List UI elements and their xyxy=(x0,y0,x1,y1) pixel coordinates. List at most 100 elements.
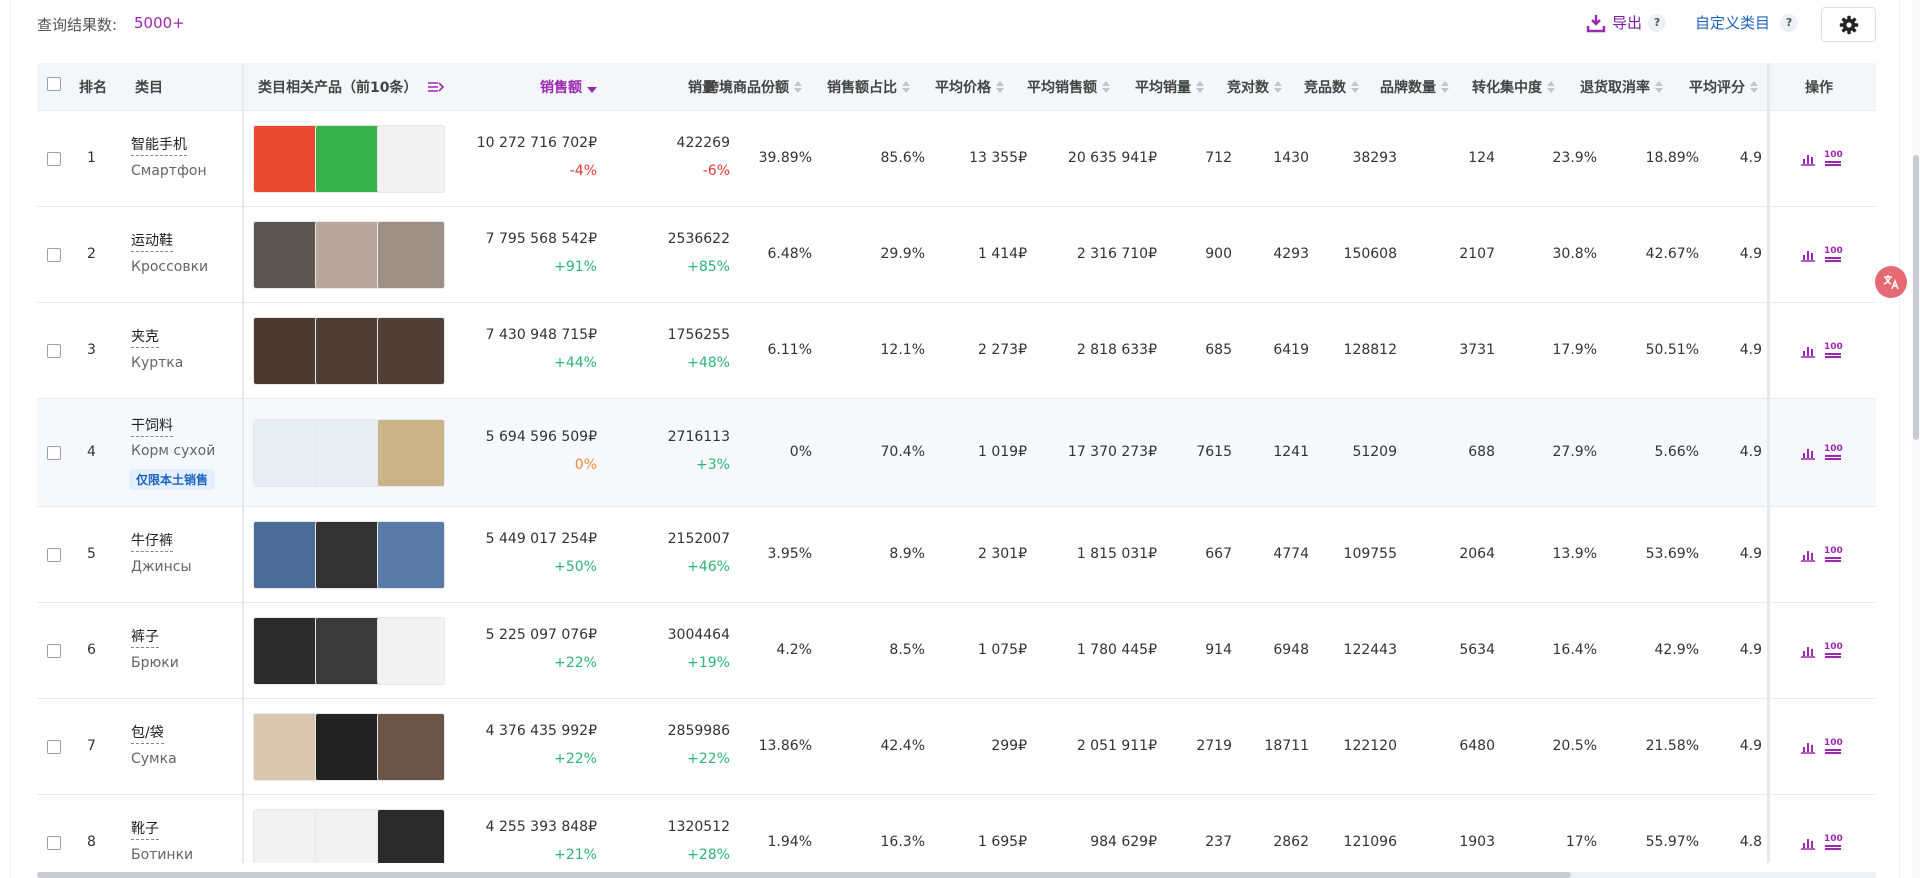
table-row[interactable]: 4 干饲料 Корм сухой 仅限本土销售 5 694 596 509₽ 0% 2716… xyxy=(37,399,1876,507)
bar-chart-icon[interactable] xyxy=(1800,644,1816,658)
top-100-icon[interactable]: 100 xyxy=(1824,445,1843,460)
header-sales-share[interactable]: 销售额占比 xyxy=(827,63,910,111)
product-thumbnail[interactable] xyxy=(377,125,445,193)
return-cancel-rate: 21.58% xyxy=(1645,738,1699,754)
top-100-icon[interactable]: 100 xyxy=(1824,547,1843,562)
sales-share: 12.1% xyxy=(880,342,925,358)
bar-chart-icon[interactable] xyxy=(1800,836,1816,850)
sort-icon xyxy=(1274,81,1282,93)
product-thumbnail[interactable] xyxy=(315,617,383,685)
product-thumbnail[interactable] xyxy=(253,521,321,589)
horizontal-scrollbar[interactable] xyxy=(37,872,1876,878)
bar-chart-icon[interactable] xyxy=(1800,548,1816,562)
header-conversion-concentration[interactable]: 转化集中度 xyxy=(1472,63,1555,111)
category-name-cn[interactable]: 智能手机 xyxy=(131,134,187,156)
product-thumbnail[interactable] xyxy=(315,809,383,863)
row-checkbox[interactable] xyxy=(47,836,61,850)
product-thumbnail[interactable] xyxy=(315,221,383,289)
bar-chart-icon[interactable] xyxy=(1800,152,1816,166)
header-conversion-concentration-label: 转化集中度 xyxy=(1472,80,1542,96)
table-row[interactable]: 5 牛仔裤 Джинсы 5 449 017 254₽ +50% 2152007 +46% 3… xyxy=(37,507,1876,603)
table-row[interactable]: 6 裤子 Брюки 5 225 097 076₽ +22% 3004464 +19% 4.2… xyxy=(37,603,1876,699)
select-all-checkbox[interactable] xyxy=(47,77,61,91)
table-row[interactable]: 1 智能手机 Смартфон 10 272 716 702₽ -4% 422269 -6%… xyxy=(37,111,1876,207)
row-checkbox[interactable] xyxy=(47,548,61,562)
header-sales-amount[interactable]: 销售额 xyxy=(527,63,597,111)
row-checkbox[interactable] xyxy=(47,644,61,658)
category-name-cn[interactable]: 运动鞋 xyxy=(131,230,173,252)
category-name-ru: Смартфон xyxy=(131,163,207,179)
product-thumbnail[interactable] xyxy=(253,713,321,781)
header-avg-sales-amount[interactable]: 平均销售额 xyxy=(1027,63,1110,111)
header-competitor-count[interactable]: 竞对数 xyxy=(1227,63,1282,111)
header-avg-rating[interactable]: 平均评分 xyxy=(1689,63,1758,111)
export-button[interactable]: 导出 ? xyxy=(1586,12,1667,33)
header-avg-sales-qty[interactable]: 平均销量 xyxy=(1135,63,1204,111)
product-thumbnail[interactable] xyxy=(253,419,321,487)
top-100-icon[interactable]: 100 xyxy=(1824,343,1843,358)
category-name-cn[interactable]: 干饲料 xyxy=(131,415,173,437)
header-cross-border-share[interactable]: 跨境商品份额 xyxy=(705,63,802,111)
bar-chart-icon[interactable] xyxy=(1800,446,1816,460)
bar-chart-icon[interactable] xyxy=(1800,248,1816,262)
custom-category-label: 自定义类目 xyxy=(1695,14,1771,32)
header-return-cancel-rate[interactable]: 退货取消率 xyxy=(1580,63,1663,111)
product-thumbnail[interactable] xyxy=(253,221,321,289)
settings-button[interactable] xyxy=(1821,7,1876,42)
product-thumbnail[interactable] xyxy=(253,317,321,385)
product-thumbnail[interactable] xyxy=(377,221,445,289)
bar-chart-icon[interactable] xyxy=(1800,344,1816,358)
collapse-columns-icon[interactable] xyxy=(427,80,445,94)
translate-button[interactable] xyxy=(1875,266,1907,298)
category-name-cn[interactable]: 夹克 xyxy=(131,326,159,348)
product-thumbnail[interactable] xyxy=(377,521,445,589)
table-row[interactable]: 3 夹克 Куртка 7 430 948 715₽ +44% 1756255 +48% 6.… xyxy=(37,303,1876,399)
header-sales-qty[interactable]: 销量 xyxy=(625,63,729,111)
top-100-icon[interactable]: 100 xyxy=(1824,247,1843,262)
category-name-cn[interactable]: 靴子 xyxy=(131,818,159,840)
custom-help-icon[interactable]: ? xyxy=(1780,13,1799,32)
product-thumbnail[interactable] xyxy=(377,809,445,863)
sales-share: 70.4% xyxy=(880,444,925,460)
competitor-count: 1241 xyxy=(1273,444,1309,460)
product-thumbnail[interactable] xyxy=(315,419,383,487)
table-row[interactable]: 8 靴子 Ботинки 4 255 393 848₽ +21% 1320512 +28% 1… xyxy=(37,795,1876,863)
row-checkbox[interactable] xyxy=(47,446,61,460)
horizontal-scrollbar-thumb[interactable] xyxy=(37,872,1571,878)
sort-icon xyxy=(721,81,729,93)
product-thumbnail[interactable] xyxy=(253,125,321,193)
product-thumbnail[interactable] xyxy=(253,617,321,685)
cross-border-share: 4.2% xyxy=(776,642,812,658)
product-thumbnail[interactable] xyxy=(253,809,321,863)
row-checkbox[interactable] xyxy=(47,248,61,262)
top-100-label: 100 xyxy=(1824,642,1843,652)
product-thumbnail[interactable] xyxy=(377,419,445,487)
row-checkbox[interactable] xyxy=(47,740,61,754)
vertical-scrollbar-thumb[interactable] xyxy=(1913,155,1919,440)
table-row[interactable]: 2 运动鞋 Кроссовки 7 795 568 542₽ +91% 2536622 +8… xyxy=(37,207,1876,303)
header-avg-price[interactable]: 平均价格 xyxy=(935,63,1004,111)
row-checkbox[interactable] xyxy=(47,344,61,358)
top-100-icon[interactable]: 100 xyxy=(1824,835,1843,850)
product-thumbnail[interactable] xyxy=(315,521,383,589)
top-100-icon[interactable]: 100 xyxy=(1824,739,1843,754)
product-thumbnail[interactable] xyxy=(315,317,383,385)
vertical-scrollbar[interactable] xyxy=(1912,0,1920,878)
category-name-cn[interactable]: 牛仔裤 xyxy=(131,530,173,552)
product-thumbnail[interactable] xyxy=(377,713,445,781)
top-100-icon[interactable]: 100 xyxy=(1824,643,1843,658)
product-thumbnail[interactable] xyxy=(315,713,383,781)
category-name-cn[interactable]: 包/袋 xyxy=(131,722,164,744)
category-name-cn[interactable]: 裤子 xyxy=(131,626,159,648)
header-brand-count[interactable]: 品牌数量 xyxy=(1380,63,1449,111)
top-100-icon[interactable]: 100 xyxy=(1824,151,1843,166)
row-checkbox[interactable] xyxy=(47,152,61,166)
bar-chart-icon[interactable] xyxy=(1800,740,1816,754)
product-thumbnail[interactable] xyxy=(377,617,445,685)
custom-category-button[interactable]: 自定义类目 ? xyxy=(1695,12,1799,33)
table-row[interactable]: 7 包/袋 Сумка 4 376 435 992₽ +22% 2859986 +22% 13… xyxy=(37,699,1876,795)
export-help-icon[interactable]: ? xyxy=(1648,13,1667,32)
product-thumbnail[interactable] xyxy=(377,317,445,385)
product-thumbnail[interactable] xyxy=(315,125,383,193)
header-product-count[interactable]: 竞品数 xyxy=(1304,63,1359,111)
